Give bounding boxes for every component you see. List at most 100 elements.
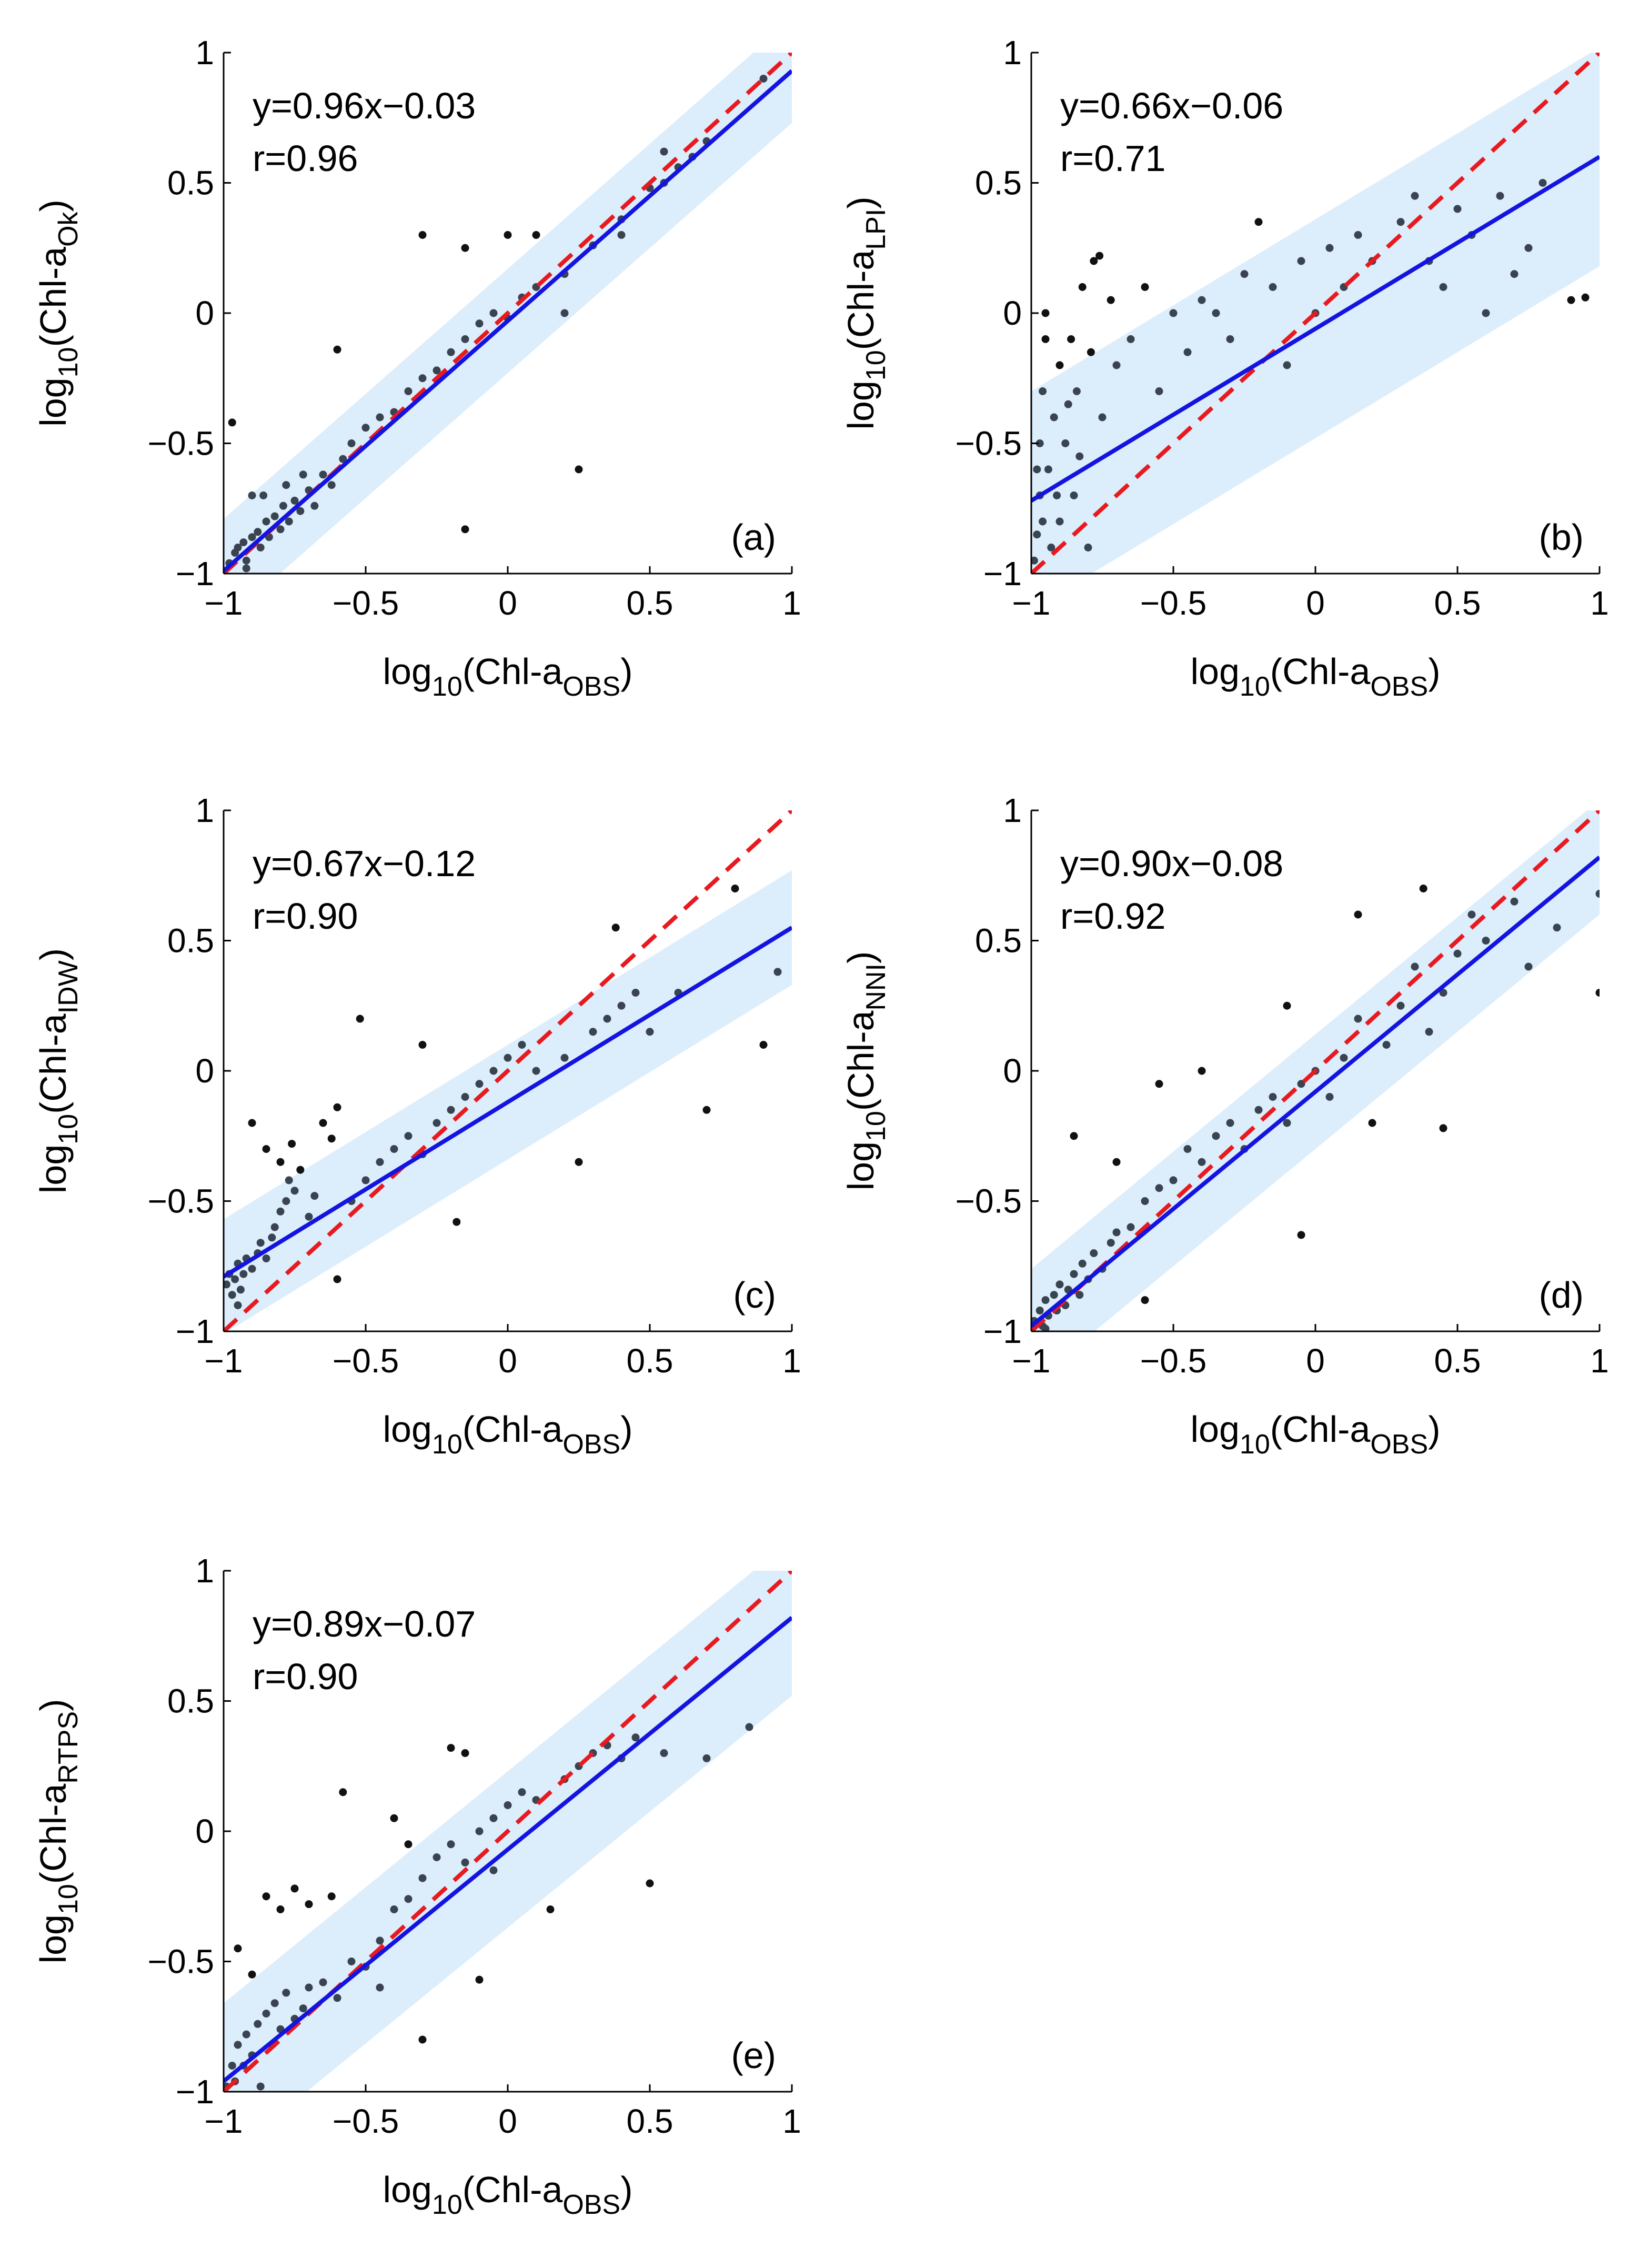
data-point [1055, 517, 1064, 526]
data-point [461, 244, 469, 252]
data-point [447, 348, 455, 356]
panel-label: (d) [1539, 1275, 1584, 1316]
data-point [239, 538, 248, 547]
data-point [1283, 361, 1291, 369]
data-point [1084, 544, 1092, 551]
data-point [285, 1176, 293, 1185]
plot-area [1031, 810, 1600, 1331]
regression-equation: y=0.96x−0.03 [253, 85, 476, 126]
x-label-close: ) [620, 2169, 632, 2210]
data-point [1044, 465, 1052, 474]
data-point [356, 1015, 364, 1023]
x-axis-label: log10(Chl-aOBS) [383, 1409, 633, 1460]
y-tick-label: −0.5 [956, 425, 1022, 463]
data-point [339, 455, 347, 463]
data-point [575, 1158, 583, 1166]
data-point [1053, 491, 1061, 499]
x-label-sub10: 10 [1240, 671, 1270, 702]
data-point [1382, 1041, 1391, 1049]
y-label-sub10: 10 [53, 347, 84, 378]
x-label-open: (Chl-a [462, 1409, 563, 1450]
x-tick-label: 1 [782, 584, 801, 622]
data-point [1297, 1231, 1305, 1239]
data-point [518, 1041, 526, 1049]
data-point [310, 501, 319, 510]
regression-line [1031, 856, 1600, 1328]
correlation-label: r=0.71 [1060, 138, 1165, 179]
data-point [376, 1936, 384, 1945]
data-point [1439, 283, 1447, 291]
x-tick-label: 0.5 [627, 1342, 673, 1380]
y-tick-label: −1 [176, 2073, 214, 2111]
y-tick-label: 0 [195, 1812, 214, 1850]
data-point [461, 1858, 469, 1866]
x-tick-label: 0 [1306, 584, 1325, 622]
data-point [282, 1989, 290, 1997]
data-point [305, 1983, 313, 1992]
data-point [404, 1840, 413, 1849]
data-point [418, 231, 427, 239]
identity-line [224, 810, 792, 1331]
data-point [532, 231, 540, 239]
x-tick-label: 0 [498, 2102, 517, 2140]
y-label-sub: LPI [861, 209, 891, 250]
data-point [461, 1749, 469, 1757]
data-point [1439, 989, 1447, 997]
x-label-base: log [1191, 1409, 1240, 1450]
data-point [759, 1041, 768, 1049]
data-point [489, 1067, 498, 1075]
data-point [239, 1270, 248, 1278]
data-point [270, 1999, 279, 2008]
data-point [290, 496, 299, 505]
data-point [1396, 218, 1405, 226]
x-label-close: ) [620, 651, 632, 692]
data-point [282, 481, 290, 489]
data-point [1539, 179, 1547, 187]
y-label-close: ) [33, 948, 74, 960]
data-point [1041, 335, 1050, 343]
data-point [611, 924, 620, 932]
x-label-sub10: 10 [432, 671, 462, 702]
data-point [1439, 1124, 1447, 1132]
x-label-sub: OBS [562, 2190, 620, 2220]
x-label-sub: OBS [562, 1429, 620, 1460]
data-point [1169, 309, 1178, 317]
data-point [617, 231, 626, 239]
y-tick-label: 0 [195, 294, 214, 332]
data-point [262, 517, 270, 526]
y-label-sub10: 10 [861, 1111, 891, 1141]
data-point [617, 1001, 626, 1010]
data-point [1297, 1080, 1305, 1088]
identity-line [1031, 810, 1600, 1331]
data-point [1107, 296, 1115, 304]
data-point [731, 885, 739, 892]
data-point [347, 1958, 356, 1965]
y-label-close: ) [33, 199, 74, 212]
data-point [1087, 348, 1095, 356]
data-point [1581, 293, 1590, 302]
panel-label: (a) [731, 517, 776, 558]
data-point [660, 147, 668, 156]
x-label-sub: OBS [562, 671, 620, 702]
y-tick-label: −1 [176, 1312, 214, 1350]
data-point [418, 1041, 427, 1049]
data-point [256, 1239, 265, 1247]
data-point [1354, 1015, 1362, 1023]
y-tick-label: −1 [983, 555, 1022, 593]
data-point [1254, 1106, 1263, 1114]
data-point [305, 1212, 313, 1221]
plot-area [1031, 53, 1600, 574]
x-tick-label: 1 [782, 1342, 801, 1380]
regression-line [1031, 155, 1600, 503]
data-point [242, 556, 250, 565]
data-point [1269, 1093, 1277, 1101]
data-point [1055, 1280, 1064, 1289]
data-point [333, 345, 341, 354]
data-point [504, 1801, 512, 1809]
y-tick-label: −0.5 [956, 1182, 1022, 1220]
data-point [1072, 387, 1081, 395]
correlation-label: r=0.92 [1060, 896, 1165, 937]
data-point [1524, 244, 1533, 252]
y-axis-label: log10(Chl-aRTPS) [33, 1699, 84, 1964]
data-point [1183, 348, 1192, 356]
